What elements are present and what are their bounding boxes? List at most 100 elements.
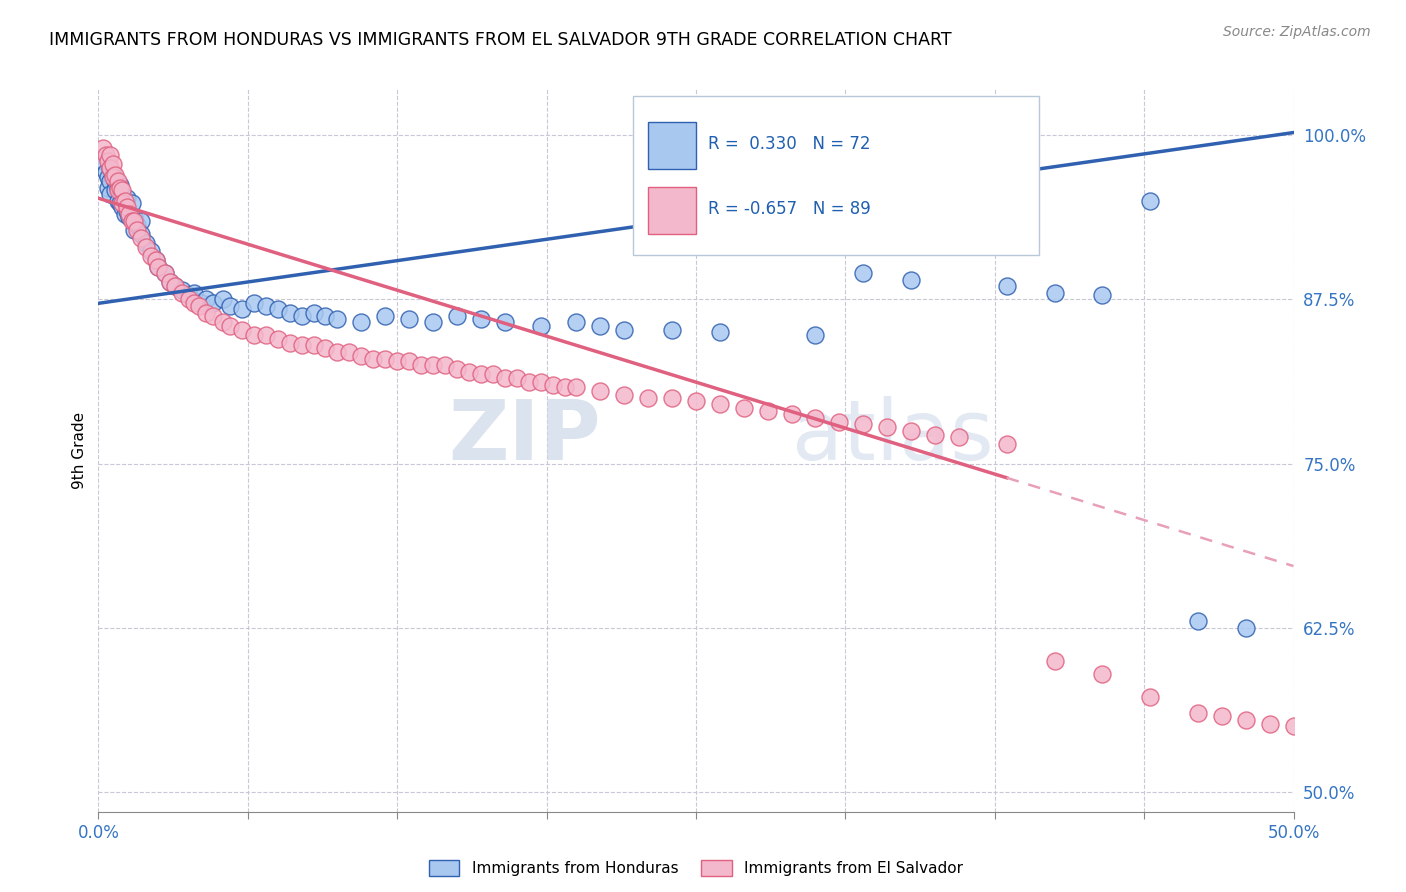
Point — [107, 194, 129, 208]
Point — [995, 279, 1018, 293]
Point — [135, 240, 157, 254]
Point — [481, 368, 505, 382]
Point — [398, 312, 420, 326]
Point — [114, 207, 136, 221]
Point — [900, 273, 922, 287]
Point — [139, 249, 162, 263]
Point — [494, 371, 516, 385]
Point — [111, 183, 134, 197]
Point — [1234, 621, 1257, 635]
Point — [326, 345, 349, 359]
Point — [685, 393, 707, 408]
Point — [163, 279, 186, 293]
Point — [219, 299, 242, 313]
Point — [211, 315, 233, 329]
Point — [125, 218, 148, 232]
Text: Source: ZipAtlas.com: Source: ZipAtlas.com — [1223, 25, 1371, 39]
Point — [243, 296, 266, 310]
Point — [374, 351, 396, 366]
Point — [494, 315, 516, 329]
Point — [267, 301, 290, 316]
Point — [1234, 713, 1257, 727]
Point — [1187, 614, 1209, 628]
Point — [94, 165, 117, 179]
Point — [315, 310, 337, 324]
Point — [124, 213, 146, 227]
Point — [506, 371, 529, 385]
Point — [1139, 194, 1161, 208]
Point — [339, 345, 361, 359]
Point — [183, 296, 205, 310]
Point — [243, 327, 266, 342]
Point — [131, 227, 153, 241]
Point — [107, 180, 129, 194]
Point — [1091, 666, 1114, 681]
Point — [101, 157, 124, 171]
Point — [422, 358, 444, 372]
Point — [446, 362, 468, 376]
Text: IMMIGRANTS FROM HONDURAS VS IMMIGRANTS FROM EL SALVADOR 9TH GRADE CORRELATION CH: IMMIGRANTS FROM HONDURAS VS IMMIGRANTS F… — [49, 31, 952, 49]
Point — [995, 437, 1018, 451]
Point — [1091, 288, 1114, 302]
Text: ZIP: ZIP — [449, 395, 600, 476]
Point — [108, 180, 131, 194]
Point — [291, 338, 314, 352]
Point — [278, 335, 301, 350]
Point — [125, 223, 148, 237]
Point — [114, 194, 136, 208]
Point — [517, 375, 540, 389]
Point — [211, 293, 233, 307]
Point — [148, 260, 170, 274]
Point — [302, 305, 325, 319]
Point — [780, 407, 803, 421]
Point — [363, 351, 385, 366]
Point — [98, 187, 122, 202]
Point — [121, 196, 143, 211]
Text: atlas: atlas — [792, 395, 993, 476]
Point — [804, 327, 827, 342]
Point — [900, 424, 922, 438]
Point — [231, 323, 253, 337]
Point — [446, 310, 468, 324]
Point — [291, 310, 314, 324]
Point — [302, 338, 325, 352]
Point — [637, 391, 659, 405]
Point — [422, 315, 444, 329]
Point — [661, 323, 683, 337]
Point — [118, 207, 141, 221]
Point — [434, 358, 457, 372]
Point — [565, 380, 588, 394]
Point — [1282, 719, 1305, 733]
Point — [183, 285, 205, 300]
Point — [202, 296, 225, 310]
Point — [131, 230, 153, 244]
Point — [530, 318, 553, 333]
Point — [111, 201, 134, 215]
Point — [115, 204, 138, 219]
Point — [613, 323, 636, 337]
Point — [470, 312, 492, 326]
Point — [155, 266, 177, 280]
Point — [139, 244, 162, 258]
Point — [135, 235, 157, 250]
Point — [219, 318, 242, 333]
Point — [91, 141, 114, 155]
Legend: Immigrants from Honduras, Immigrants from El Salvador: Immigrants from Honduras, Immigrants fro… — [422, 852, 970, 884]
Point — [172, 283, 194, 297]
Point — [179, 288, 201, 302]
Point — [121, 213, 143, 227]
Point — [131, 213, 153, 227]
Point — [145, 252, 167, 267]
Point — [530, 375, 553, 389]
Point — [924, 427, 946, 442]
Point — [159, 275, 181, 289]
Point — [470, 368, 492, 382]
Point — [108, 196, 131, 211]
Point — [98, 148, 122, 162]
Point — [326, 312, 349, 326]
Point — [195, 293, 218, 307]
Point — [101, 170, 124, 185]
Point — [1187, 706, 1209, 721]
Point — [115, 201, 138, 215]
Point — [190, 296, 212, 310]
